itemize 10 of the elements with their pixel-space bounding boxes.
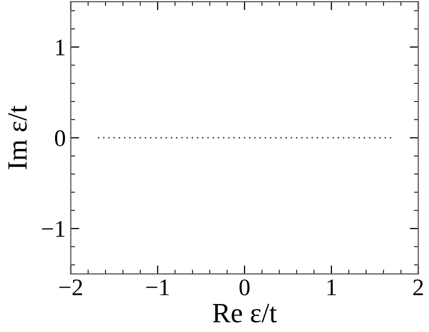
x-tick-label: −2 (59, 280, 82, 296)
x-tick-label: −1 (146, 280, 169, 296)
x-tick-label: 0 (240, 279, 250, 296)
y-tick-label: 1 (56, 40, 65, 56)
y-tick-label: −1 (42, 221, 65, 237)
y-tick-label: 0 (55, 130, 66, 146)
x-axis-title: Re ε/t (212, 304, 277, 322)
y-axis-title: Im ε/t (8, 105, 27, 170)
x-tick-label: 2 (413, 280, 423, 296)
x-tick-label: 1 (328, 280, 336, 296)
